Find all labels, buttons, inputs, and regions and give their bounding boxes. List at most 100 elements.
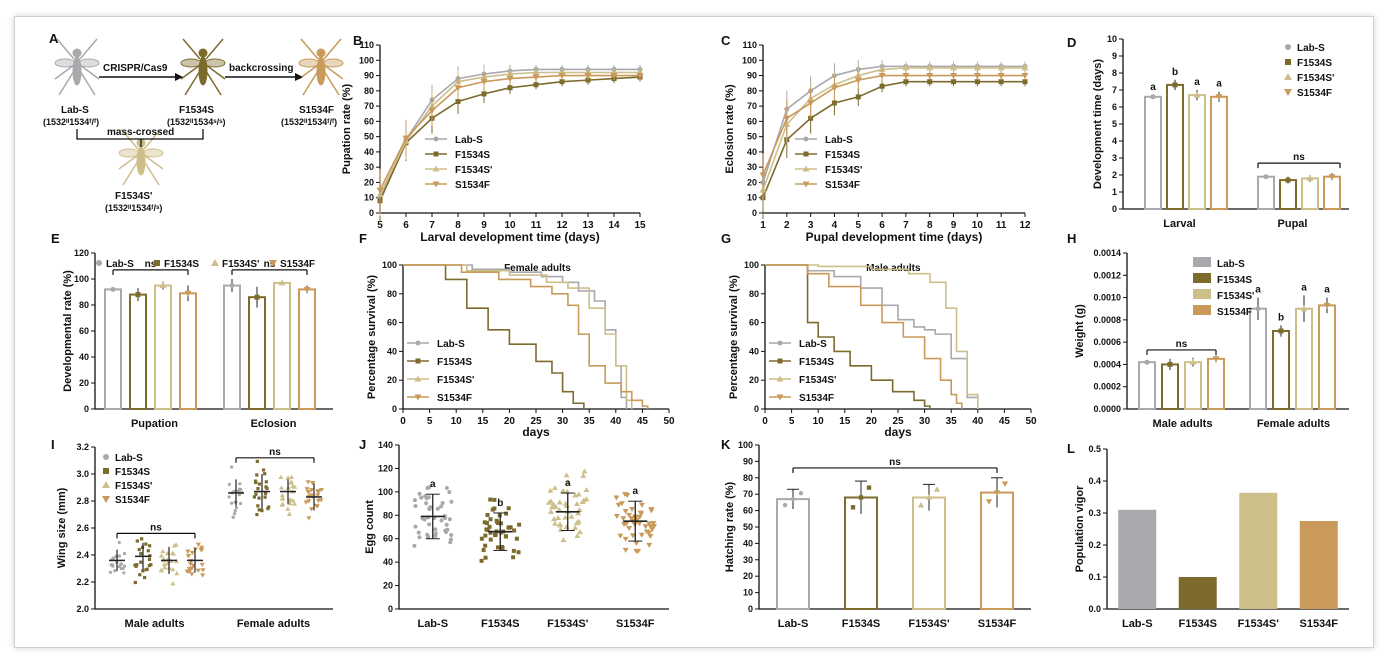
- x-tick-label: 35: [946, 416, 958, 427]
- scatter-point: [265, 486, 269, 491]
- scatter-point: [449, 499, 454, 504]
- x-tick-label: 5: [377, 220, 383, 231]
- figure-frame: A: [14, 16, 1374, 648]
- legend-marker: [102, 496, 110, 503]
- strain-name-f1534s-prime: F1534S': [115, 191, 152, 202]
- sig-letter: a: [632, 486, 638, 497]
- scatter-point: [279, 502, 285, 507]
- scatter-point: [314, 504, 320, 509]
- x-tick-label: 25: [530, 416, 542, 427]
- y-tick-label: 100: [742, 55, 757, 65]
- scatter-point: [646, 542, 653, 548]
- y-tick-label: 20: [387, 375, 397, 385]
- bar: [1318, 304, 1336, 410]
- ns-label: ns: [145, 259, 157, 270]
- scatter-point: [229, 501, 234, 505]
- y-tick-label: 8: [1112, 68, 1117, 78]
- y-tick-label: 0: [392, 404, 397, 414]
- y-tick-label: 70: [364, 101, 374, 111]
- sig-letter: a: [1324, 285, 1330, 296]
- data-point: [1328, 174, 1336, 181]
- category-label: Male adults: [125, 618, 185, 630]
- y-tick-label: 50: [743, 522, 753, 532]
- y-tick-label: 60: [747, 116, 757, 126]
- bar: [298, 288, 316, 410]
- category-label: F1534S: [1178, 618, 1217, 630]
- y-tick-label: 110: [742, 40, 757, 50]
- panel-label: K: [721, 437, 731, 452]
- data-point: [1022, 79, 1028, 85]
- bar: [1279, 179, 1297, 211]
- scatter-point: [563, 472, 570, 478]
- scatter-point: [646, 530, 653, 536]
- y-tick-label: 100: [738, 440, 753, 450]
- scatter-point: [135, 539, 139, 543]
- data-point: [532, 68, 540, 75]
- scatter-point: [511, 548, 516, 553]
- scatter-point: [574, 533, 581, 539]
- y-tick-label: 80: [364, 86, 374, 96]
- bar: [1272, 330, 1290, 410]
- scatter-point: [444, 530, 449, 535]
- x-tick-label: 5: [789, 416, 795, 427]
- scatter-point: [636, 514, 643, 520]
- scatter-point: [158, 553, 165, 558]
- scatter-point: [638, 511, 645, 517]
- legend-marker: [802, 181, 810, 188]
- scatter-point: [556, 507, 563, 513]
- scatter-point: [147, 564, 151, 568]
- data-point: [1255, 306, 1261, 312]
- scatter-point: [439, 504, 444, 509]
- sig-letter: a: [1194, 77, 1200, 88]
- bar: [1118, 509, 1157, 609]
- x-tick-label: 40: [972, 416, 984, 427]
- strain-genotype-s1534f: (1532ᴵᴵ1534ᶠ/ᶠ): [281, 117, 337, 127]
- legend-label: F1534S: [115, 467, 150, 478]
- legend-label: F1534S: [164, 259, 199, 270]
- x-axis-title: Pupal development time (days): [806, 230, 983, 244]
- data-point: [926, 64, 934, 71]
- legend-marker: [211, 259, 219, 266]
- panel-label: B: [353, 33, 362, 48]
- legend-marker: [102, 481, 110, 488]
- data-point: [973, 73, 981, 80]
- scatter-point: [423, 494, 428, 499]
- scatter-point: [143, 575, 147, 580]
- y-tick-label: 60: [387, 318, 397, 328]
- data-point: [783, 115, 791, 122]
- data-point: [866, 485, 872, 490]
- x-tick-label: 5: [427, 416, 433, 427]
- y-tick-label: 60: [383, 534, 393, 544]
- scatter-point: [557, 521, 564, 527]
- scatter-point: [309, 488, 315, 493]
- y-axis-title: Hatching rate (%): [724, 481, 736, 572]
- scatter-point: [287, 497, 293, 502]
- data-point: [1263, 174, 1269, 180]
- legend-label: Lab-S: [1217, 259, 1245, 270]
- scatter-point: [504, 534, 508, 539]
- y-tick-label: 5: [1112, 119, 1117, 129]
- x-axis-title: days: [522, 425, 550, 439]
- panel-label: D: [1067, 35, 1076, 50]
- data-point: [997, 64, 1005, 71]
- scatter-point: [234, 506, 239, 510]
- scatter-point: [147, 557, 152, 562]
- data-point: [533, 82, 539, 88]
- bar: [1301, 177, 1319, 210]
- data-point: [303, 286, 311, 293]
- y-tick-label: 0.1: [1088, 572, 1101, 582]
- scatter-point: [638, 532, 645, 538]
- scatter-point: [279, 496, 285, 501]
- x-tick-label: 30: [919, 416, 931, 427]
- scatter-point: [512, 528, 517, 533]
- y-tick-label: 2.2: [76, 577, 89, 587]
- scatter-point: [563, 503, 570, 509]
- scatter-point: [613, 495, 620, 501]
- scatter-point: [642, 524, 649, 530]
- data-point: [1300, 305, 1308, 312]
- scatter-point: [170, 581, 176, 586]
- bar: [1144, 95, 1162, 210]
- x-tick-label: 9: [951, 220, 957, 231]
